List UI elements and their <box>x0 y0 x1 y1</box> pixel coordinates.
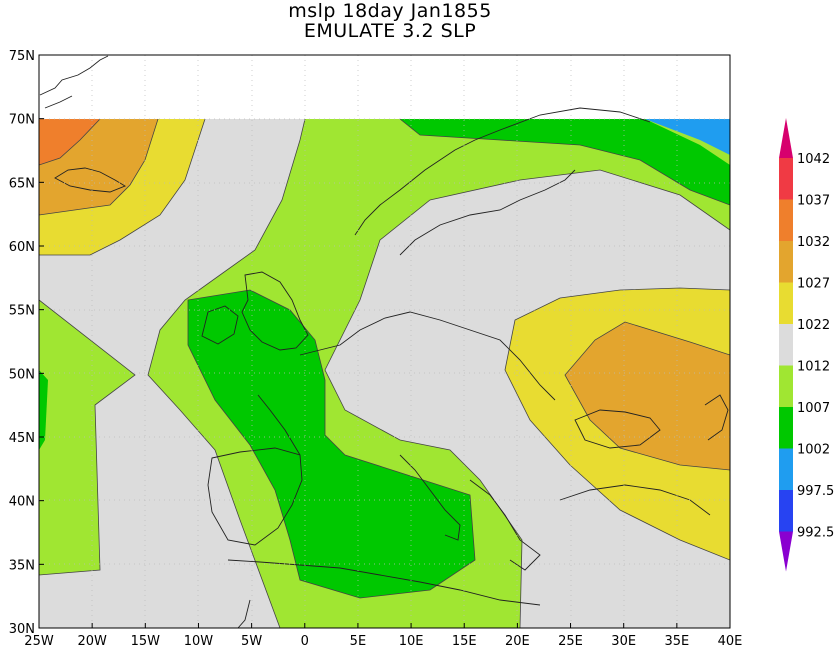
lat-label: 55N <box>9 304 35 319</box>
colorbar-label: 1022 <box>797 318 830 333</box>
lat-label: 45N <box>9 431 35 446</box>
lat-label: 65N <box>9 176 35 191</box>
lat-label: 50N <box>9 367 35 382</box>
lat-label: 60N <box>9 240 35 255</box>
lat-label: 40N <box>9 495 35 510</box>
contour-997-north <box>645 119 730 155</box>
colorbar-label: 1042 <box>797 152 830 167</box>
colorbar-label: 1007 <box>797 401 830 416</box>
lat-label: 70N <box>9 113 35 128</box>
lon-label: 40E <box>718 634 743 649</box>
lon-label: 10E <box>399 634 424 649</box>
pressure-field <box>39 55 730 628</box>
colorbar-label: 1012 <box>797 360 830 375</box>
colorbar-label: 1032 <box>797 235 830 250</box>
lat-label: 75N <box>9 49 35 64</box>
colorbar-segment <box>779 490 793 532</box>
colorbar: 1042 1037 1032 1027 1022 1012 1007 1002 997.5 992… <box>779 118 834 572</box>
longitude-axis: 25W 20W 15W 10W 5W 0 5E 10E 15E 20E 25E 30E 35E 40E <box>24 623 742 649</box>
latitude-axis: 75N 70N 65N 60N 55N 50N 45N 40N 35N 30N <box>9 49 44 637</box>
colorbar-segment <box>779 158 793 200</box>
map-frame <box>38 54 731 629</box>
lon-label: 5W <box>241 634 262 649</box>
contour-1007-west <box>39 300 135 575</box>
coastlines <box>39 55 729 628</box>
colorbar-min-arrow <box>779 531 793 572</box>
colorbar-label: 1037 <box>797 194 830 209</box>
contour-1002-central <box>188 290 475 598</box>
colorbar-label: 997.5 <box>797 484 834 499</box>
lon-label: 25W <box>24 634 54 649</box>
lon-label: 30E <box>611 634 636 649</box>
lon-label: 35E <box>664 634 689 649</box>
lon-label: 15W <box>131 634 161 649</box>
colorbar-label: 1027 <box>797 277 830 292</box>
colorbar-segment <box>779 282 793 324</box>
lat-label: 35N <box>9 558 35 573</box>
lon-label: 20W <box>77 634 107 649</box>
map-title-line2: EMULATE 3.2 SLP <box>303 20 477 42</box>
lat-label: 30N <box>9 622 35 637</box>
lon-label: 15E <box>452 634 477 649</box>
colorbar-max-arrow <box>779 118 793 158</box>
contour-1002-west <box>39 370 48 450</box>
colorbar-segment <box>779 324 793 366</box>
colorbar-segment <box>779 448 793 490</box>
lon-label: 25E <box>558 634 583 649</box>
lon-label: 5E <box>350 634 367 649</box>
contour-1002-north <box>400 119 730 205</box>
lon-label: 0 <box>301 634 309 649</box>
map-title-line1: mslp 18day Jan1855 <box>288 0 492 22</box>
colorbar-segment <box>779 199 793 241</box>
map-gridlines <box>39 55 730 628</box>
contour-1032-nw <box>39 119 100 165</box>
colorbar-label: 992.5 <box>797 526 834 541</box>
contour-lines <box>39 118 730 628</box>
contour-1027-east <box>565 322 730 470</box>
lon-label: 10W <box>184 634 214 649</box>
colorbar-segment <box>779 365 793 407</box>
colorbar-segment <box>779 407 793 449</box>
colorbar-segment <box>779 241 793 283</box>
colorbar-label: 1002 <box>797 443 830 458</box>
lon-label: 20E <box>505 634 530 649</box>
